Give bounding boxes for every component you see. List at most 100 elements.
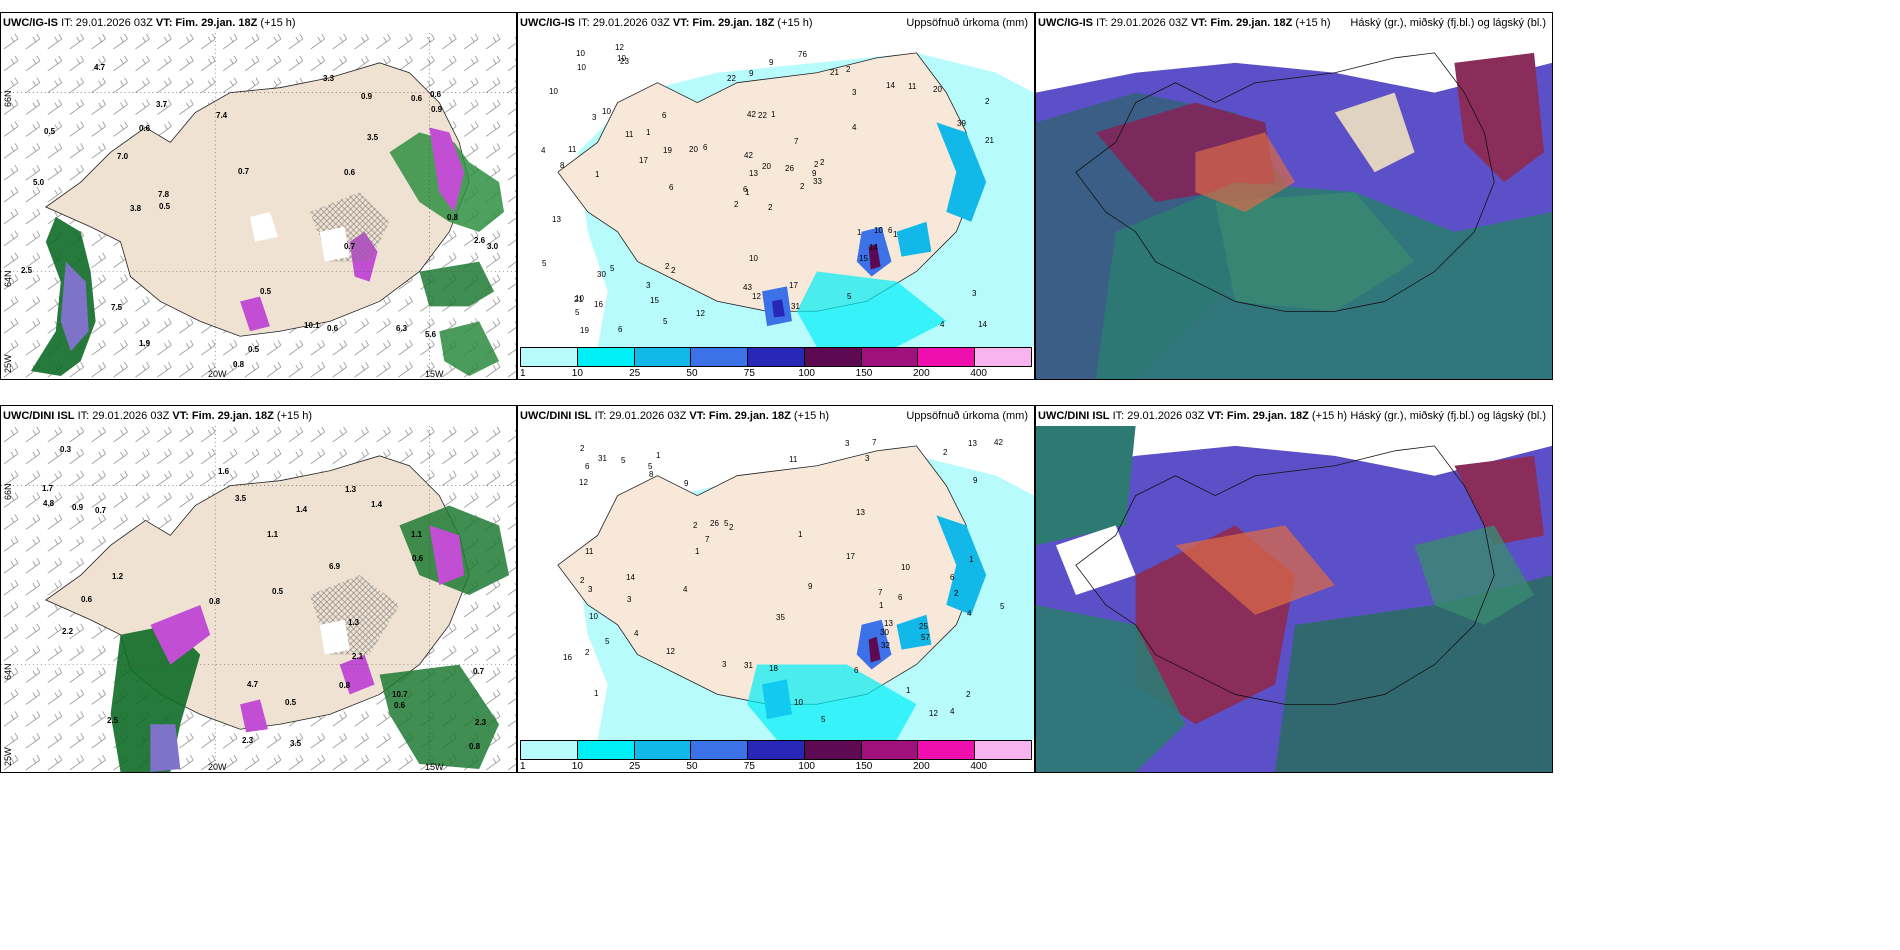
colorbar-swatch [748, 741, 805, 759]
value-label: 7.0 [117, 152, 129, 161]
value-label: 13 [968, 439, 977, 448]
valid-time: Fim. 29.jan. 18Z [708, 410, 791, 422]
value-label: 0.7 [344, 242, 356, 251]
lon-label-20w: 20W [208, 369, 227, 379]
value-label: 5 [605, 637, 610, 646]
value-label: 13 [749, 169, 758, 178]
value-label: 10 [874, 226, 883, 235]
colorbar-label: 50 [686, 368, 698, 379]
value-label: 14 [978, 320, 987, 329]
value-label: 11 [789, 455, 798, 464]
value-label: 0.9 [72, 503, 84, 512]
value-label: 5.6 [425, 330, 437, 339]
value-label: 0.7 [95, 506, 107, 515]
lead-time: (+15 h) [276, 410, 313, 422]
value-label: 2 [814, 160, 819, 169]
value-label: 2 [768, 203, 773, 212]
colorbar-label: 200 [912, 761, 930, 772]
value-label: 0.8 [447, 213, 459, 222]
value-label: 20 [762, 162, 771, 171]
value-label: 12 [929, 709, 938, 718]
colorbar-swatch [521, 348, 578, 366]
value-label: 12 [615, 43, 624, 52]
value-label: 2.2 [62, 627, 74, 636]
value-label: 20 [689, 145, 698, 154]
value-label: 10 [901, 563, 910, 572]
value-label: 7 [794, 137, 799, 146]
field-name: Uppsöfnuð úrkoma (mm) [906, 17, 1028, 29]
value-label: 11 [625, 130, 634, 139]
value-label: 8 [560, 161, 565, 170]
value-label: 6 [950, 573, 955, 582]
init-time: IT: 29.01.2026 03Z [1096, 17, 1188, 29]
value-label: 0.6 [139, 124, 151, 133]
value-label: 15 [650, 296, 659, 305]
value-label: 6 [888, 226, 893, 235]
value-label: 17 [846, 552, 855, 561]
model-name: UWC/IG-IS [3, 17, 58, 29]
valid-time: Fim. 29.jan. 18Z [692, 17, 775, 29]
value-label: 6 [662, 111, 667, 120]
valid-time-label: VT: [1207, 410, 1224, 422]
value-label: 3 [592, 113, 597, 122]
value-label: 26 [710, 519, 719, 528]
value-label: 21 [574, 295, 583, 304]
value-label: 1 [969, 555, 974, 564]
panel-wind-ig-is: UWC/IG-IS IT: 29.01.2026 03Z VT: Fim. 29… [0, 12, 517, 380]
value-label: 43 [743, 283, 752, 292]
value-label: 1 [646, 128, 651, 137]
value-label: 76 [798, 50, 807, 59]
valid-time-label: VT: [689, 410, 706, 422]
panel-clouds-ig-is: UWC/IG-IS IT: 29.01.2026 03Z VT: Fim. 29… [1035, 12, 1553, 380]
panel-precip-ig-is: UWC/IG-IS IT: 29.01.2026 03Z VT: Fim. 29… [517, 12, 1035, 380]
value-label: 3 [972, 289, 977, 298]
value-label: 31 [744, 661, 753, 670]
colorbar-label: 50 [686, 761, 698, 772]
panel-title: UWC/IG-IS IT: 29.01.2026 03Z VT: Fim. 29… [518, 13, 1034, 33]
value-label: 30 [880, 628, 889, 637]
value-label: 0.5 [44, 127, 56, 136]
value-label: 1.3 [345, 485, 357, 494]
value-label: 2 [800, 182, 805, 191]
value-label: 10 [577, 63, 586, 72]
value-label: 0.9 [431, 105, 443, 114]
field-name: Háský (gr.), miðský (fj.bl.) og lágský (… [1350, 17, 1546, 29]
init-time: IT: 29.01.2026 03Z [77, 410, 170, 422]
colorbar-swatch [975, 348, 1032, 366]
value-label: 13 [856, 508, 865, 517]
value-label: 10 [576, 49, 585, 58]
value-label: 1 [798, 530, 803, 539]
value-label: 0.5 [248, 345, 260, 354]
value-label: 7.8 [158, 190, 170, 199]
colorbar-swatch [634, 348, 692, 366]
map-clouds [1036, 33, 1552, 379]
value-label: 10 [575, 294, 584, 303]
value-label: 2.5 [21, 266, 33, 275]
init-time: IT: 29.01.2026 03Z [594, 410, 687, 422]
value-label: 35 [776, 613, 785, 622]
value-label: 5 [621, 456, 626, 465]
value-label: 8 [649, 470, 654, 479]
value-label: 5 [542, 259, 547, 268]
colorbar-swatch [577, 348, 635, 366]
value-label: 6 [743, 185, 748, 194]
colorbar-label: 100 [798, 761, 815, 772]
value-label: 1.2 [112, 572, 124, 581]
value-label: 16 [563, 653, 572, 662]
value-label: 0.7 [238, 167, 250, 176]
value-label: 17 [639, 156, 648, 165]
colorbar-label: 400 [970, 368, 987, 379]
value-label: 2 [943, 448, 948, 457]
value-label: 0.9 [361, 92, 373, 101]
value-label: 10 [749, 254, 758, 263]
value-label: 9 [808, 582, 813, 591]
value-label: 1.1 [411, 530, 423, 539]
value-label: 0.6 [430, 90, 442, 99]
model-name: UWC/IG-IS [1038, 17, 1093, 29]
colorbar-label: 1 [520, 368, 526, 379]
value-label: 23 [620, 57, 629, 66]
value-label: 0.6 [327, 324, 339, 333]
value-label: 11 [568, 145, 577, 154]
value-label: 3 [845, 439, 850, 448]
colorbar-swatch [634, 741, 692, 759]
